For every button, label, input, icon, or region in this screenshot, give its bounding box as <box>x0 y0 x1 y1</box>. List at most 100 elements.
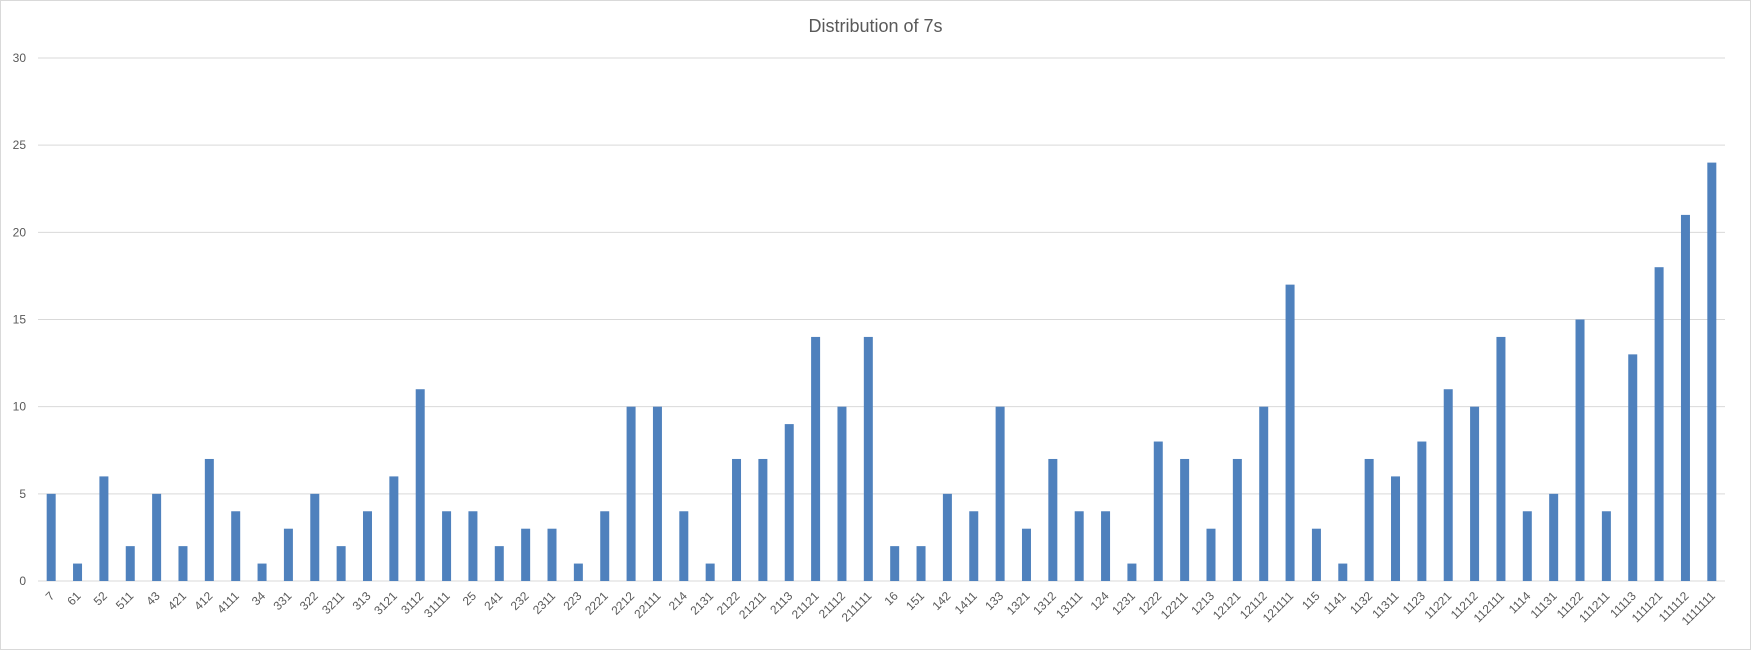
x-tick-label: 111211 <box>1576 589 1613 626</box>
bar <box>1654 267 1664 581</box>
bar <box>600 511 610 581</box>
bar <box>99 476 109 581</box>
y-tick-label: 15 <box>13 313 27 327</box>
bar <box>1443 389 1453 581</box>
x-tick-label: 22111 <box>631 589 663 621</box>
bar <box>916 546 926 581</box>
x-tick-label: 412 <box>191 589 215 613</box>
bar <box>389 476 399 581</box>
bar <box>784 424 794 581</box>
bar <box>1021 528 1031 581</box>
bar <box>890 546 900 581</box>
bar <box>626 406 636 581</box>
x-tick-label: 112111 <box>1471 589 1508 626</box>
x-tick-label: 12211 <box>1158 589 1191 622</box>
bar <box>758 458 768 581</box>
bar <box>1601 511 1611 581</box>
x-tick-label: 232 <box>508 589 532 613</box>
bar <box>732 458 742 581</box>
bar <box>336 546 346 581</box>
x-tick-label: 151 <box>903 589 927 613</box>
x-tick-label: 3211 <box>319 589 347 617</box>
bar <box>204 458 214 581</box>
bar <box>1285 284 1295 581</box>
bar <box>995 406 1005 581</box>
x-tick-label: 12121 <box>1210 589 1244 623</box>
x-tick-label: 313 <box>350 589 374 613</box>
bar <box>573 563 583 581</box>
bar <box>547 528 557 581</box>
bar <box>1680 214 1690 581</box>
bar <box>1364 458 1374 581</box>
y-tick-label: 30 <box>13 51 27 65</box>
bar <box>46 493 56 581</box>
x-tick-label: 13111 <box>1053 589 1085 621</box>
bar <box>969 511 979 581</box>
x-tick-label: 124 <box>1088 589 1112 613</box>
x-tick-label: 211111 <box>839 589 875 625</box>
bar <box>1232 458 1242 581</box>
x-tick-label: 61 <box>64 589 84 609</box>
bar <box>1101 511 1111 581</box>
x-tick-label: 11221 <box>1421 589 1454 622</box>
y-tick-label: 20 <box>13 225 27 239</box>
bar <box>415 389 425 581</box>
x-tick-label: 16 <box>881 589 901 609</box>
bar <box>811 336 821 581</box>
bar <box>942 493 952 581</box>
x-tick-label: 115 <box>1299 589 1323 613</box>
bar <box>1206 528 1216 581</box>
x-tick-label: 21211 <box>736 589 769 622</box>
chart-title: Distribution of 7s <box>808 16 943 36</box>
x-tick-label: 2131 <box>688 589 717 618</box>
y-tick-label: 5 <box>19 487 26 501</box>
x-tick-label: 133 <box>982 589 1006 613</box>
bar <box>442 511 452 581</box>
x-tick-label: 142 <box>929 589 953 613</box>
x-tick-label: 121111 <box>1260 589 1297 626</box>
x-tick-label: 322 <box>297 589 321 613</box>
x-tick-label: 21121 <box>789 589 822 622</box>
bar <box>1048 458 1058 581</box>
bar <box>1338 563 1348 581</box>
bar <box>1575 319 1585 581</box>
bar <box>1180 458 1190 581</box>
x-tick-label: 2311 <box>530 589 558 617</box>
bar <box>257 563 267 581</box>
x-tick-label: 1231 <box>1109 589 1138 618</box>
bar <box>863 336 873 581</box>
bar <box>1391 476 1401 581</box>
x-tick-label: 241 <box>481 589 505 613</box>
bar <box>178 546 188 581</box>
x-tick-label: 11131 <box>1528 589 1560 621</box>
bar <box>494 546 504 581</box>
bar <box>73 563 83 581</box>
x-tick-label: 2221 <box>582 589 611 618</box>
bar <box>362 511 372 581</box>
x-tick-label: 34 <box>249 589 269 609</box>
bar <box>125 546 135 581</box>
bar <box>1259 406 1269 581</box>
x-tick-label: 4111 <box>214 589 242 617</box>
bar <box>283 528 293 581</box>
bar <box>652 406 662 581</box>
x-tick-label: 223 <box>560 589 584 613</box>
y-tick-label: 25 <box>13 138 27 152</box>
x-tick-label: 31111 <box>421 589 453 621</box>
x-tick-label: 421 <box>165 589 189 613</box>
bar <box>679 511 689 581</box>
bar <box>231 511 241 581</box>
bar <box>1496 336 1506 581</box>
bar <box>468 511 478 581</box>
bar <box>521 528 531 581</box>
bar <box>1311 528 1321 581</box>
bar <box>1153 441 1163 581</box>
bar <box>152 493 162 581</box>
bar <box>1074 511 1084 581</box>
bar <box>1628 354 1638 581</box>
x-tick-label: 43 <box>143 589 163 609</box>
x-tick-label: 3121 <box>371 589 400 618</box>
y-tick-label: 10 <box>13 400 27 414</box>
x-tick-label: 7 <box>43 589 58 604</box>
